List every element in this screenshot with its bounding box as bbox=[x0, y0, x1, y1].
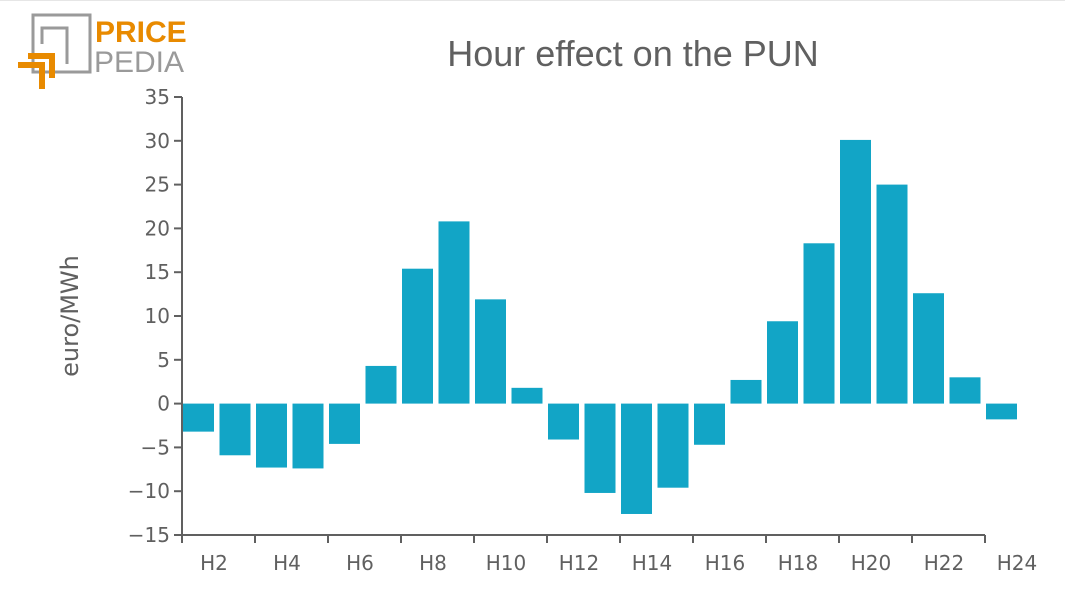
bar-H6 bbox=[365, 365, 397, 404]
bar-H20 bbox=[876, 184, 908, 404]
x-tick-label: H6 bbox=[346, 551, 374, 575]
bar-H14 bbox=[657, 403, 689, 488]
y-tick-label: 15 bbox=[145, 260, 170, 284]
bar-H11 bbox=[548, 403, 579, 440]
bar-H7 bbox=[402, 268, 433, 404]
y-tick-label: −10 bbox=[128, 479, 170, 503]
x-tick-label: H20 bbox=[851, 551, 892, 575]
bars bbox=[183, 139, 1017, 514]
x-tick-label: H4 bbox=[273, 551, 301, 575]
bar-H15 bbox=[694, 403, 725, 445]
x-tick-label: H2 bbox=[200, 551, 228, 575]
bar-H4 bbox=[292, 403, 324, 469]
bar-H12 bbox=[584, 403, 616, 493]
y-tick-label: 0 bbox=[157, 392, 170, 416]
bar-H22 bbox=[949, 377, 981, 404]
bar-H1 bbox=[183, 403, 214, 432]
y-tick-label: −5 bbox=[141, 435, 170, 459]
y-tick-label: −15 bbox=[128, 523, 170, 547]
y-axis: 35 30 25 20 15 10 5 0 −5 −10 −15 bbox=[128, 85, 183, 547]
x-tick-label: H14 bbox=[632, 551, 673, 575]
pricepedia-logo: PRICE PEDIA bbox=[18, 13, 187, 89]
bar-H21 bbox=[913, 293, 944, 404]
bar-H23 bbox=[986, 403, 1017, 420]
x-tick-label: H16 bbox=[705, 551, 746, 575]
bar-H18 bbox=[803, 243, 835, 404]
y-axis-label: euro/MWh bbox=[56, 255, 84, 377]
svg-text:PEDIA: PEDIA bbox=[94, 46, 184, 79]
x-tick-label: H22 bbox=[924, 551, 965, 575]
y-tick-label: 25 bbox=[145, 173, 170, 197]
x-tick-label: H12 bbox=[559, 551, 600, 575]
bar-H2 bbox=[219, 403, 251, 456]
y-tick-label: 20 bbox=[145, 216, 170, 240]
bar-H17 bbox=[767, 321, 798, 404]
chart-title: Hour effect on the PUN bbox=[447, 33, 819, 74]
bar-H19 bbox=[840, 139, 871, 404]
y-tick-label: 35 bbox=[145, 85, 170, 109]
bar-H8 bbox=[438, 221, 470, 404]
bar-H10 bbox=[511, 387, 543, 404]
x-tick-label: H24 bbox=[997, 551, 1038, 575]
x-tick-label: H8 bbox=[419, 551, 447, 575]
x-axis: H2 H4 H6 H8 H10 H12 H14 H16 H18 H20 H22 H24 bbox=[181, 534, 1038, 575]
y-tick-label: 10 bbox=[145, 304, 170, 328]
top-border bbox=[0, 0, 1065, 1]
bar-H9 bbox=[475, 299, 506, 404]
bar-H16 bbox=[730, 379, 762, 404]
x-tick-label: H18 bbox=[778, 551, 819, 575]
bar-H5 bbox=[329, 403, 360, 444]
svg-text:PRICE: PRICE bbox=[95, 16, 187, 49]
bar-H3 bbox=[256, 403, 287, 468]
y-tick-label: 30 bbox=[145, 129, 170, 153]
x-tick-label: H10 bbox=[486, 551, 527, 575]
bar-H13 bbox=[621, 403, 652, 514]
y-tick-label: 5 bbox=[157, 348, 170, 372]
